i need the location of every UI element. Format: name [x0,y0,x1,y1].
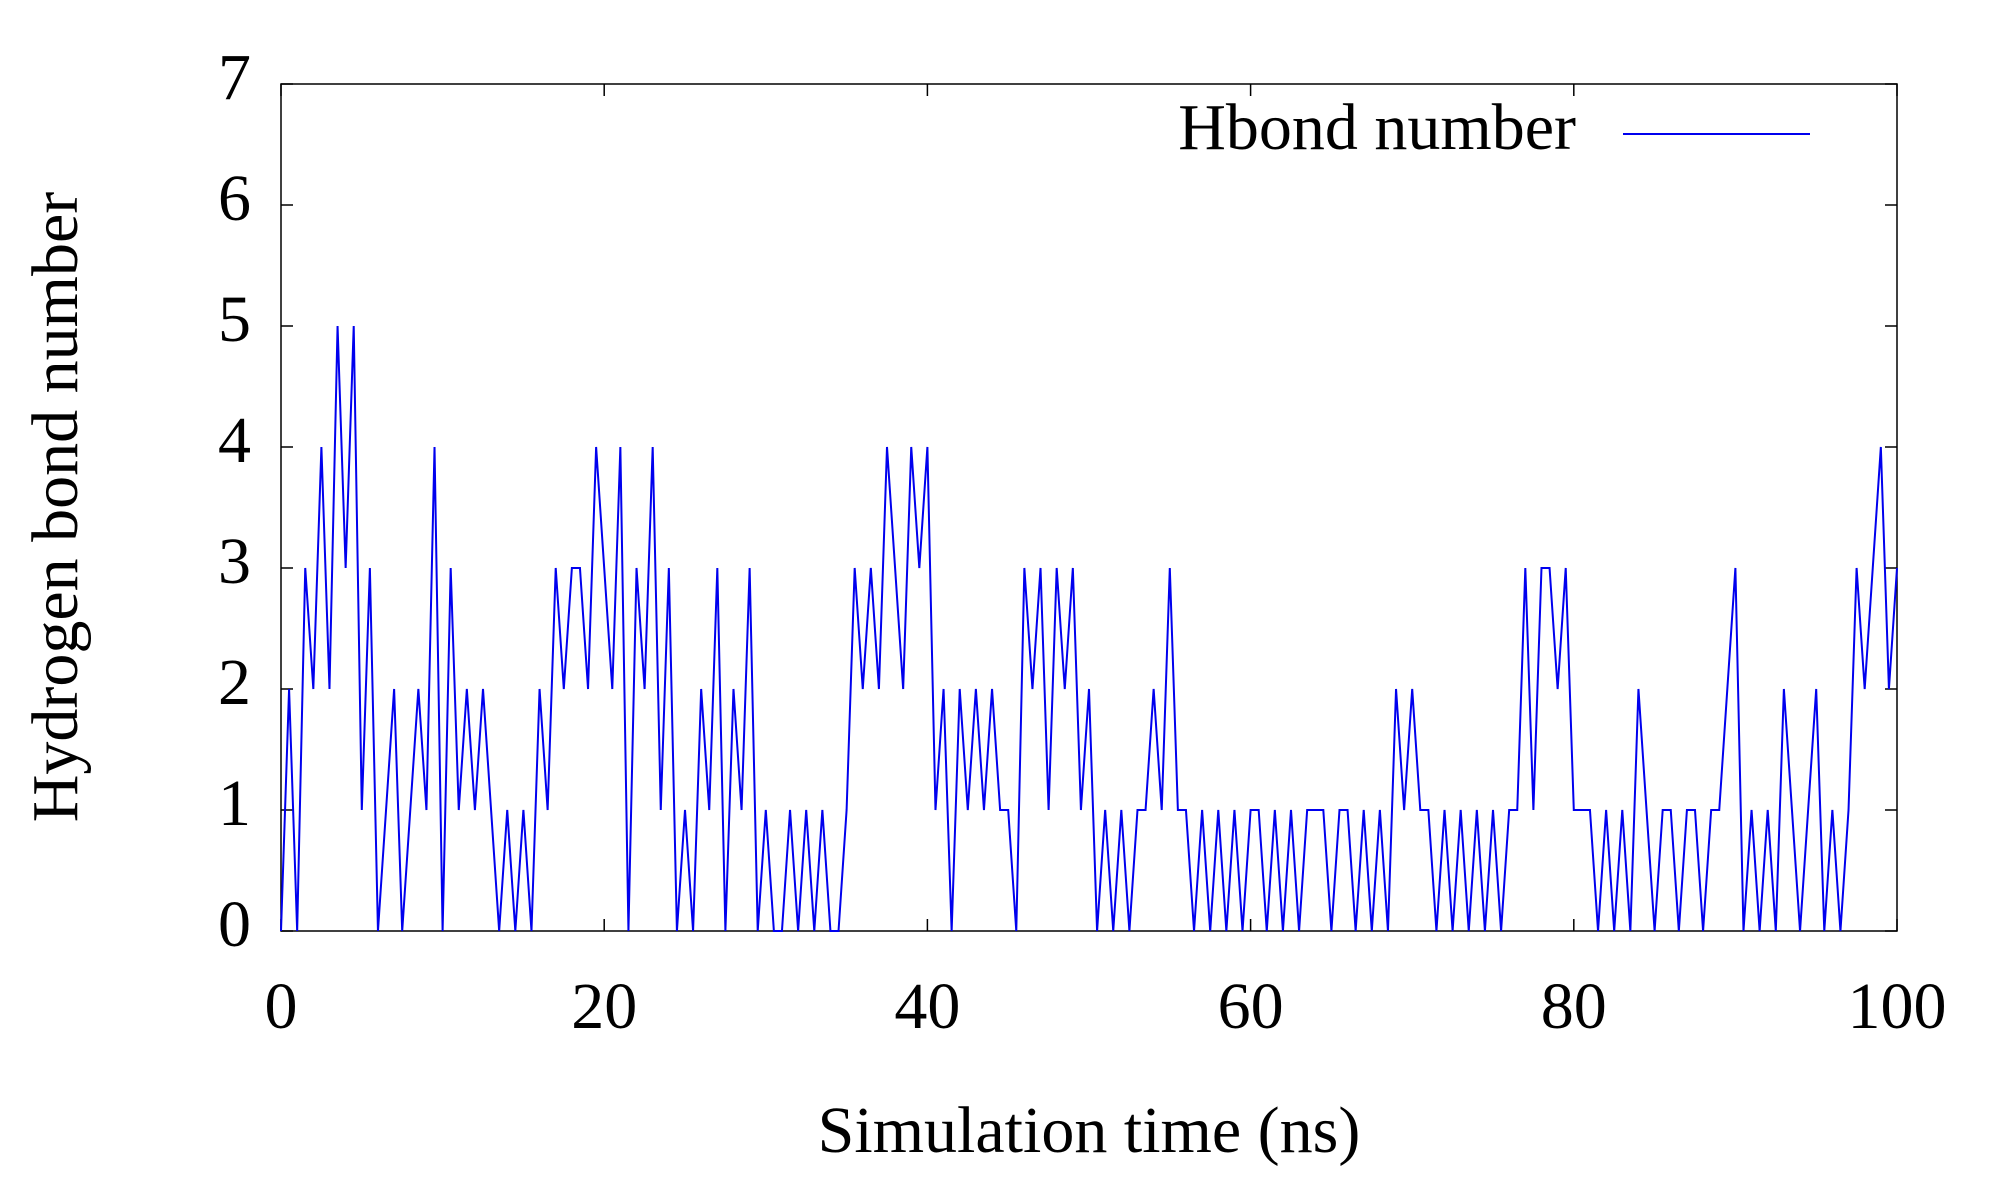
y-tick-label: 2 [218,646,251,719]
x-tick-label: 20 [571,970,637,1043]
x-tick-label: 40 [894,970,960,1043]
x-tick-label: 0 [265,970,298,1043]
x-tick-label: 80 [1541,970,1607,1043]
y-tick-label: 3 [218,525,251,598]
y-tick-label: 4 [218,404,251,477]
y-tick-label: 5 [218,283,251,356]
y-axis-label: Hydrogen bond number [19,192,92,823]
data-line [280,325,1898,932]
x-axis-label: Simulation time (ns) [818,1094,1361,1167]
y-tick-label: 6 [218,162,251,235]
legend-label: Hbond number [1178,91,1576,164]
y-tick-label: 1 [218,767,251,840]
x-tick-label: 100 [1848,970,1947,1043]
y-tick-label: 7 [218,41,251,114]
x-tick-label: 60 [1218,970,1284,1043]
plot-frame [280,83,1898,932]
y-tick-label: 0 [218,888,251,961]
